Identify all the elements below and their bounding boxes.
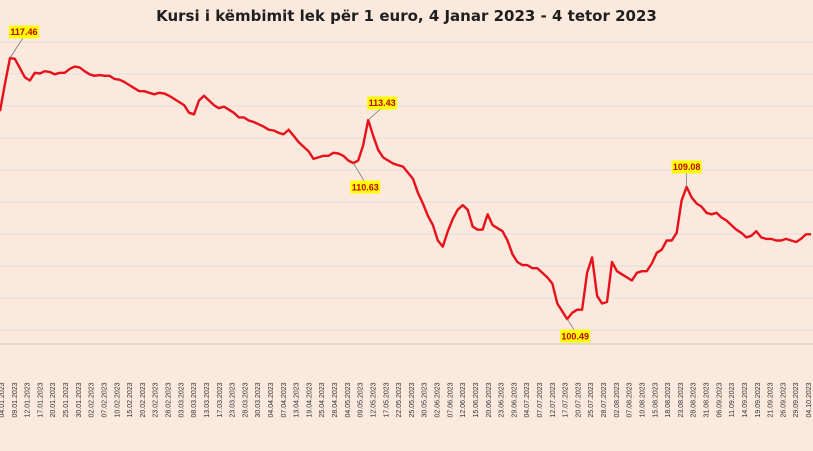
x-tick-label: 04.04.2023 (268, 382, 275, 417)
x-tick-label: 20.07.2023 (575, 382, 582, 417)
x-tick-label: 25.05.2023 (409, 382, 416, 417)
x-tick-label: 25.07.2023 (588, 382, 595, 417)
x-tick-label: 23.02.2023 (153, 382, 160, 417)
x-tick-label: 07.02.2023 (102, 382, 109, 417)
x-tick-label: 30.03.2023 (255, 382, 262, 417)
x-tick-label: 02.02.2023 (89, 382, 96, 417)
x-tick-label: 07.04.2023 (281, 382, 288, 417)
x-tick-label: 13.03.2023 (204, 382, 211, 417)
x-tick-label: 15.06.2023 (473, 382, 480, 417)
x-tick-label: 04.10.2023 (806, 382, 813, 417)
x-tick-label: 23.06.2023 (499, 382, 506, 417)
x-tick-label: 03.03.2023 (178, 382, 185, 417)
x-tick-label: 25.01.2023 (63, 382, 70, 417)
x-tick-label: 20.06.2023 (486, 382, 493, 417)
x-tick-label: 25.04.2023 (319, 382, 326, 417)
x-tick-label: 23.08.2023 (678, 382, 685, 417)
x-tick-label: 02.08.2023 (614, 382, 621, 417)
data-label-layer: 117.46 113.43 110.63 100.49 109.08 (8, 25, 702, 343)
x-tick-label: 09.05.2023 (358, 382, 365, 417)
data-label-117.46: 117.46 (8, 25, 39, 59)
x-tick-label: 02.06.2023 (435, 382, 442, 417)
x-tick-label: 26.09.2023 (780, 382, 787, 417)
x-tick-label: 04.01.2023 (0, 382, 6, 417)
x-tick-label: 19.09.2023 (755, 382, 762, 417)
x-tick-label: 19.04.2023 (306, 382, 313, 417)
data-label-110.63: 110.63 (350, 162, 381, 194)
x-tick-label: 29.09.2023 (793, 382, 800, 417)
chart-title: Kursi i këmbimit lek për 1 euro, 4 Janar… (156, 7, 657, 25)
svg-text:117.46: 117.46 (10, 27, 37, 37)
x-tick-label: 04.07.2023 (524, 382, 531, 417)
x-tick-label: 30.05.2023 (422, 382, 429, 417)
x-tick-label: 21.09.2023 (768, 382, 775, 417)
x-tick-label: 12.06.2023 (460, 382, 467, 417)
gridlines (0, 41, 813, 345)
x-tick-label: 12.07.2023 (550, 382, 557, 417)
data-label-113.43: 113.43 (367, 96, 398, 121)
x-tick-label: 31.08.2023 (704, 382, 711, 417)
svg-text:113.43: 113.43 (369, 98, 396, 108)
x-tick-label: 11.09.2023 (729, 383, 736, 418)
x-tick-label: 12.05.2023 (371, 382, 378, 417)
data-label-100.49: 100.49 (560, 318, 591, 343)
x-tick-label: 17.01.2023 (37, 382, 44, 417)
x-tick-label: 17.05.2023 (383, 382, 390, 417)
x-tick-label: 10.08.2023 (640, 382, 647, 417)
x-tick-label: 06.09.2023 (716, 382, 723, 417)
svg-text:110.63: 110.63 (352, 182, 379, 192)
x-tick-label: 20.01.2023 (50, 382, 57, 417)
series-line (0, 56, 811, 321)
series-line-layer (0, 56, 811, 321)
x-tick-label: 10.02.2023 (114, 382, 121, 417)
svg-text:100.49: 100.49 (561, 331, 589, 341)
x-tick-label: 12.01.2023 (25, 382, 32, 417)
x-tick-label: 28.04.2023 (332, 382, 339, 417)
x-tick-label: 07.07.2023 (537, 382, 544, 417)
x-tick-label: 29.06.2023 (511, 382, 518, 417)
x-tick-label: 04.05.2023 (345, 382, 352, 417)
x-tick-label: 07.06.2023 (447, 382, 454, 417)
x-tick-label: 28.02.2023 (166, 382, 173, 417)
x-tick-label: 20.02.2023 (140, 382, 147, 417)
x-tick-label: 14.09.2023 (742, 382, 749, 417)
x-tick-label: 15.08.2023 (652, 382, 659, 417)
x-tick-label: 17.07.2023 (563, 382, 570, 417)
x-tick-label: 22.05.2023 (396, 382, 403, 417)
x-tick-label: 28.07.2023 (601, 382, 608, 417)
x-tick-label: 17.03.2023 (217, 382, 224, 417)
x-tick-label: 18.08.2023 (665, 382, 672, 417)
x-tick-label: 08.03.2023 (191, 382, 198, 417)
svg-text:109.08: 109.08 (673, 162, 701, 172)
x-tick-label: 28.08.2023 (691, 382, 698, 417)
data-label-109.08: 109.08 (671, 160, 702, 187)
x-tick-label: 09.01.2023 (12, 382, 19, 417)
x-tick-label: 15.02.2023 (127, 382, 134, 417)
x-tick-label: 13.04.2023 (294, 382, 301, 417)
x-axis-tick-labels: 04.01.2023 09.01.2023 12.01.2023 17.01.2023… (0, 382, 813, 417)
x-tick-label: 30.01.2023 (76, 382, 83, 417)
x-tick-label: 28.03.2023 (242, 382, 249, 417)
x-tick-label: 23.03.2023 (230, 382, 237, 417)
x-tick-label: 07.08.2023 (627, 382, 634, 417)
